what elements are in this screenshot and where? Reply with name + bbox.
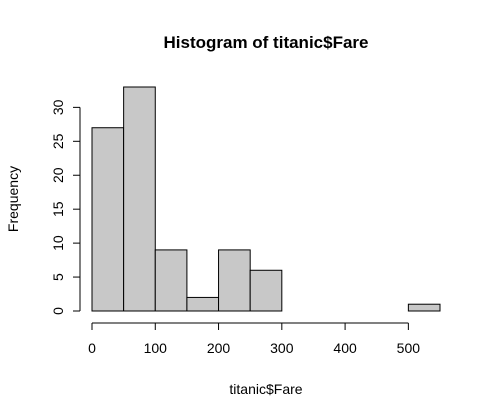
x-tick-label: 300 — [270, 340, 294, 356]
bars-group — [91, 86, 441, 312]
x-tick-label: 200 — [207, 340, 231, 356]
histogram-bar — [249, 269, 283, 312]
y-tick-label: 15 — [50, 201, 66, 217]
y-tick-label: 25 — [50, 133, 66, 149]
y-axis-label: Frequency — [5, 166, 21, 232]
y-tick-label: 20 — [50, 167, 66, 183]
histogram-bar — [218, 249, 251, 312]
y-tick-label: 10 — [50, 235, 66, 251]
y-tick-label: 30 — [50, 99, 66, 115]
histogram-bar — [91, 127, 125, 312]
y-tick-label: 5 — [50, 273, 66, 281]
x-axis-label: titanic$Fare — [229, 381, 302, 397]
x-axis: 0 100 200 300 400 500 — [88, 322, 421, 356]
histogram-bar — [407, 303, 441, 312]
histogram-bar — [186, 296, 220, 312]
histogram-bar — [123, 86, 156, 312]
y-axis: 0 5 10 15 20 25 30 — [50, 99, 81, 315]
histogram-bar — [154, 249, 188, 312]
x-tick-label: 100 — [144, 340, 168, 356]
y-tick-label: 0 — [50, 307, 66, 315]
chart-title: Histogram of titanic$Fare — [164, 33, 369, 52]
x-tick-label: 0 — [88, 340, 96, 356]
x-tick-label: 500 — [397, 340, 421, 356]
x-tick-label: 400 — [333, 340, 357, 356]
